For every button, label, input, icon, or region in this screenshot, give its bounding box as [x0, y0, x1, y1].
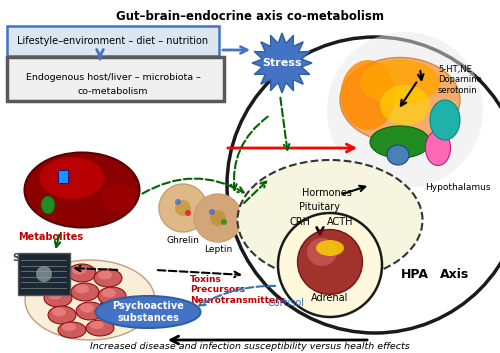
- Ellipse shape: [86, 320, 114, 336]
- Text: CRH: CRH: [290, 217, 310, 227]
- Circle shape: [175, 200, 191, 216]
- Text: Endogenous host/liver – microbiota –: Endogenous host/liver – microbiota –: [26, 73, 201, 83]
- Ellipse shape: [40, 157, 104, 199]
- Ellipse shape: [48, 306, 76, 324]
- Ellipse shape: [48, 291, 62, 299]
- Text: 5-HT,NE
Doparnine
serotonin: 5-HT,NE Doparnine serotonin: [438, 65, 482, 95]
- Bar: [58, 170, 68, 183]
- Ellipse shape: [72, 265, 86, 275]
- Ellipse shape: [100, 183, 136, 211]
- Text: Adrenal: Adrenal: [312, 293, 348, 303]
- Circle shape: [36, 266, 52, 282]
- Text: SCFAs: SCFAs: [12, 253, 45, 263]
- Bar: [18, 253, 70, 295]
- Ellipse shape: [58, 322, 86, 338]
- Text: Lifestyle–environment – diet – nutrition: Lifestyle–environment – diet – nutrition: [18, 36, 208, 46]
- Text: Axis: Axis: [440, 269, 470, 281]
- FancyBboxPatch shape: [7, 57, 224, 101]
- Text: Toxins
Precursors
Neurotransmitters: Toxins Precursors Neurotransmitters: [190, 275, 285, 305]
- Text: co-metabolism: co-metabolism: [78, 86, 148, 96]
- Text: Metabolites: Metabolites: [18, 232, 83, 242]
- Text: Pituitary: Pituitary: [300, 202, 341, 212]
- Ellipse shape: [80, 304, 94, 312]
- Ellipse shape: [426, 131, 450, 166]
- Text: HPA: HPA: [401, 269, 429, 281]
- Circle shape: [209, 209, 215, 215]
- Text: ACTH: ACTH: [327, 217, 353, 227]
- Text: Psychoactive
substances: Psychoactive substances: [112, 301, 184, 323]
- Ellipse shape: [387, 145, 409, 165]
- Circle shape: [175, 199, 181, 205]
- Ellipse shape: [75, 285, 89, 293]
- Text: Hormones: Hormones: [302, 188, 352, 198]
- Circle shape: [210, 210, 226, 226]
- Ellipse shape: [108, 306, 122, 316]
- Text: Stress: Stress: [262, 58, 302, 68]
- Ellipse shape: [76, 302, 104, 320]
- Ellipse shape: [96, 296, 200, 328]
- Circle shape: [278, 213, 382, 317]
- Ellipse shape: [68, 264, 96, 282]
- Circle shape: [221, 219, 227, 225]
- Text: Cortisol: Cortisol: [267, 298, 304, 308]
- Ellipse shape: [24, 152, 140, 227]
- Ellipse shape: [71, 283, 99, 301]
- Circle shape: [185, 210, 191, 216]
- Ellipse shape: [102, 288, 116, 298]
- Polygon shape: [252, 33, 312, 93]
- Ellipse shape: [44, 289, 72, 307]
- Text: Ghrelin: Ghrelin: [166, 236, 200, 245]
- Text: Increased disease and infection susceptibility versus health effects: Increased disease and infection suscepti…: [90, 342, 410, 351]
- Ellipse shape: [41, 196, 55, 214]
- Ellipse shape: [98, 287, 126, 305]
- Text: Gut–brain–endocrine axis co-metabolism: Gut–brain–endocrine axis co-metabolism: [116, 10, 384, 23]
- Ellipse shape: [307, 238, 337, 266]
- Ellipse shape: [25, 260, 155, 340]
- Ellipse shape: [104, 305, 132, 323]
- Ellipse shape: [90, 321, 104, 329]
- Circle shape: [194, 194, 242, 242]
- Ellipse shape: [370, 126, 430, 158]
- Ellipse shape: [380, 85, 430, 125]
- Ellipse shape: [340, 60, 396, 130]
- Text: Leptin: Leptin: [204, 245, 232, 254]
- Ellipse shape: [41, 271, 69, 289]
- Text: Hypothalamus: Hypothalamus: [425, 183, 491, 192]
- Ellipse shape: [298, 229, 362, 294]
- Ellipse shape: [45, 273, 59, 281]
- Ellipse shape: [430, 100, 460, 140]
- FancyBboxPatch shape: [7, 26, 219, 56]
- Ellipse shape: [238, 160, 422, 280]
- Ellipse shape: [316, 240, 344, 256]
- Ellipse shape: [94, 269, 122, 287]
- Circle shape: [327, 32, 483, 188]
- Ellipse shape: [52, 307, 66, 317]
- Ellipse shape: [98, 270, 112, 280]
- Circle shape: [159, 184, 207, 232]
- Ellipse shape: [360, 60, 440, 104]
- Ellipse shape: [62, 323, 76, 331]
- Ellipse shape: [340, 58, 460, 143]
